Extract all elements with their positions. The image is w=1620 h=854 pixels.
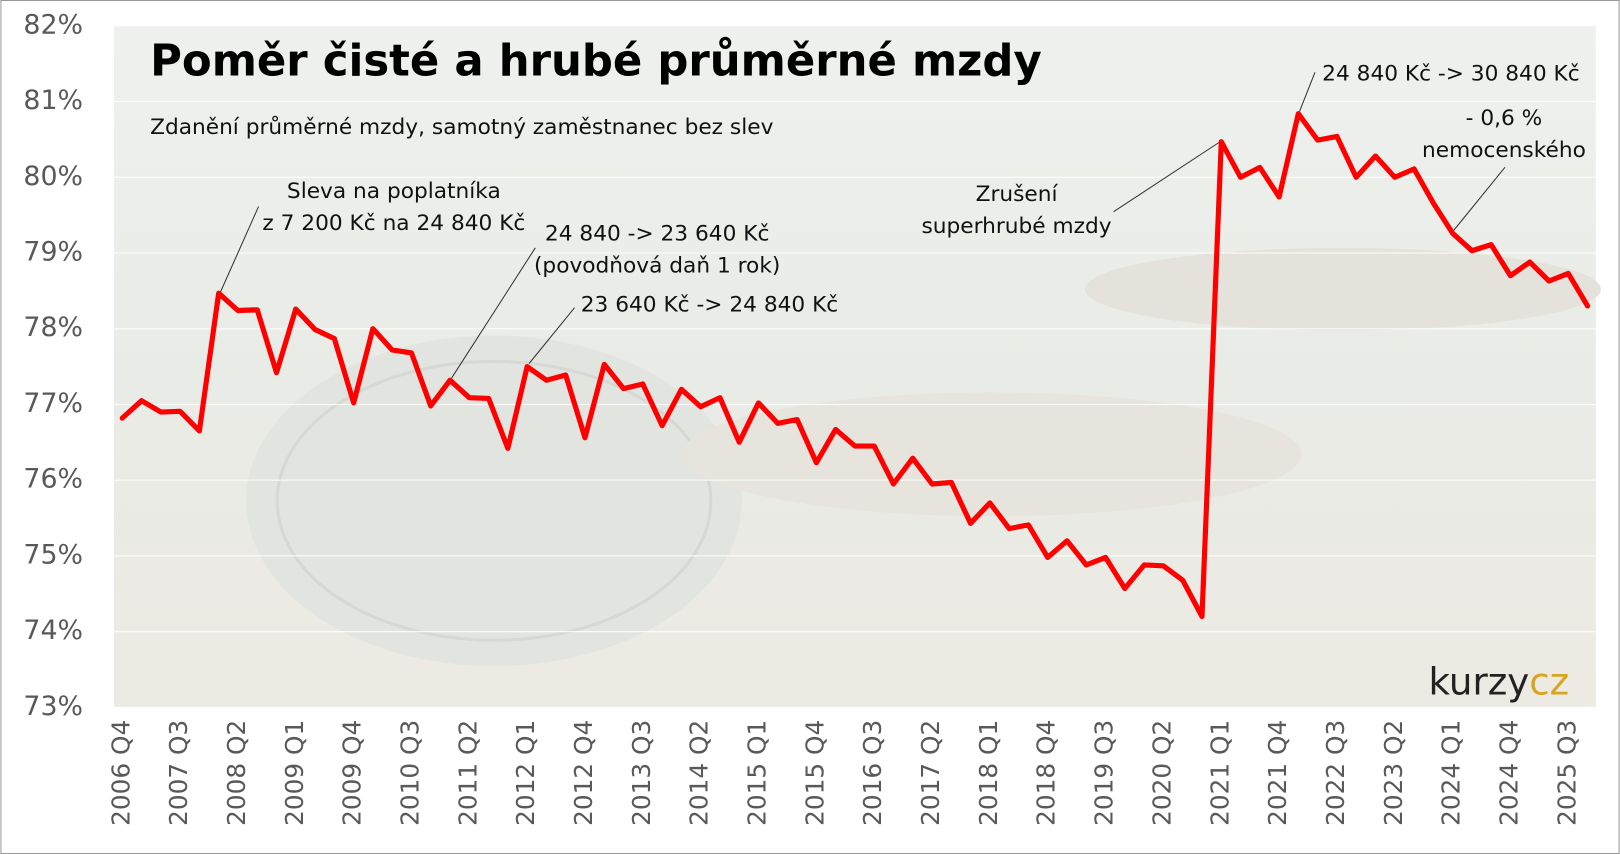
x-tick-label: 2006 Q4 (106, 720, 135, 826)
x-tick-label: 2021 Q4 (1263, 720, 1292, 826)
annotation: Zrušení (976, 182, 1059, 207)
annotation: 24 840 Kč -> 30 840 Kč (1322, 61, 1579, 86)
y-tick-label: 79% (23, 236, 83, 267)
logo-part: kurzy (1429, 659, 1530, 703)
x-tick-label: 2016 Q3 (858, 720, 887, 826)
x-tick-label: 2012 Q1 (511, 720, 540, 826)
logo-part: cz (1529, 659, 1569, 703)
x-tick-label: 2011 Q2 (453, 720, 482, 826)
annotation-leader (1298, 72, 1316, 112)
y-tick-label: 74% (23, 615, 83, 646)
annotation: 23 640 Kč -> 24 840 Kč (581, 293, 838, 318)
x-tick-label: 2023 Q2 (1379, 720, 1408, 826)
logo: kurzycz (1429, 659, 1570, 703)
x-tick-label: 2022 Q3 (1321, 720, 1350, 826)
x-tick-label: 2008 Q2 (222, 720, 251, 826)
y-tick-label: 73% (23, 691, 83, 722)
y-tick-label: 82% (23, 9, 83, 40)
x-tick-label: 2013 Q3 (627, 720, 656, 826)
annotation: - 0,6 % (1466, 106, 1543, 131)
annotation: superhrubé mzdy (921, 214, 1111, 239)
annotation-leader (1450, 166, 1506, 234)
data-line (119, 111, 1591, 620)
x-tick-label: 2009 Q1 (280, 720, 309, 826)
x-tick-label: 2021 Q1 (1205, 720, 1234, 826)
y-tick-label: 77% (23, 388, 83, 419)
chart-subtitle: Zdanění průměrné mzdy, samotný zaměstnan… (150, 115, 773, 140)
x-tick-label: 2018 Q1 (974, 720, 1003, 826)
x-tick-label: 2024 Q1 (1437, 720, 1466, 826)
y-tick-label: 81% (23, 85, 83, 116)
annotation-leader (1113, 142, 1220, 213)
x-tick-label: 2019 Q3 (1090, 720, 1119, 826)
x-tick-label: 2010 Q3 (395, 720, 424, 826)
logo-text: kurzycz (1429, 659, 1570, 703)
x-tick-label: 2018 Q4 (1032, 720, 1061, 826)
annotation-leader (528, 307, 575, 364)
x-tick-label: 2015 Q1 (743, 720, 772, 826)
annotation: Sleva na poplatníka (287, 179, 501, 204)
annotation: (povodňová daň 1 rok) (534, 253, 780, 278)
x-tick-label: 2014 Q2 (685, 720, 714, 826)
coin-decoration (1084, 247, 1602, 331)
x-tick-label: 2017 Q2 (916, 720, 945, 826)
x-tick-label: 2009 Q4 (338, 720, 367, 826)
annotation-leader (219, 206, 260, 293)
y-tick-label: 76% (23, 464, 83, 495)
annotation: 24 840 -> 23 640 Kč (545, 221, 769, 246)
x-tick-label: 2012 Q4 (569, 720, 598, 826)
y-tick-label: 75% (23, 539, 83, 570)
x-tick-label: 2015 Q4 (800, 720, 829, 826)
chart-title: Poměr čisté a hrubé průměrné mzdy (150, 37, 1042, 87)
coin-decoration (275, 359, 713, 642)
annotation: nemocenského (1422, 138, 1586, 163)
y-tick-label: 78% (23, 312, 83, 343)
x-tick-label: 2020 Q2 (1147, 720, 1176, 826)
annotation-leader (451, 247, 536, 379)
coin-decoration (246, 335, 742, 667)
x-tick-label: 2007 Q3 (164, 720, 193, 826)
coin-decoration (681, 392, 1302, 517)
x-tick-label: 2024 Q4 (1494, 720, 1523, 826)
annotation: z 7 200 Kč na 24 840 Kč (262, 211, 525, 236)
y-tick-label: 80% (23, 161, 83, 192)
x-tick-label: 2025 Q3 (1552, 720, 1581, 826)
